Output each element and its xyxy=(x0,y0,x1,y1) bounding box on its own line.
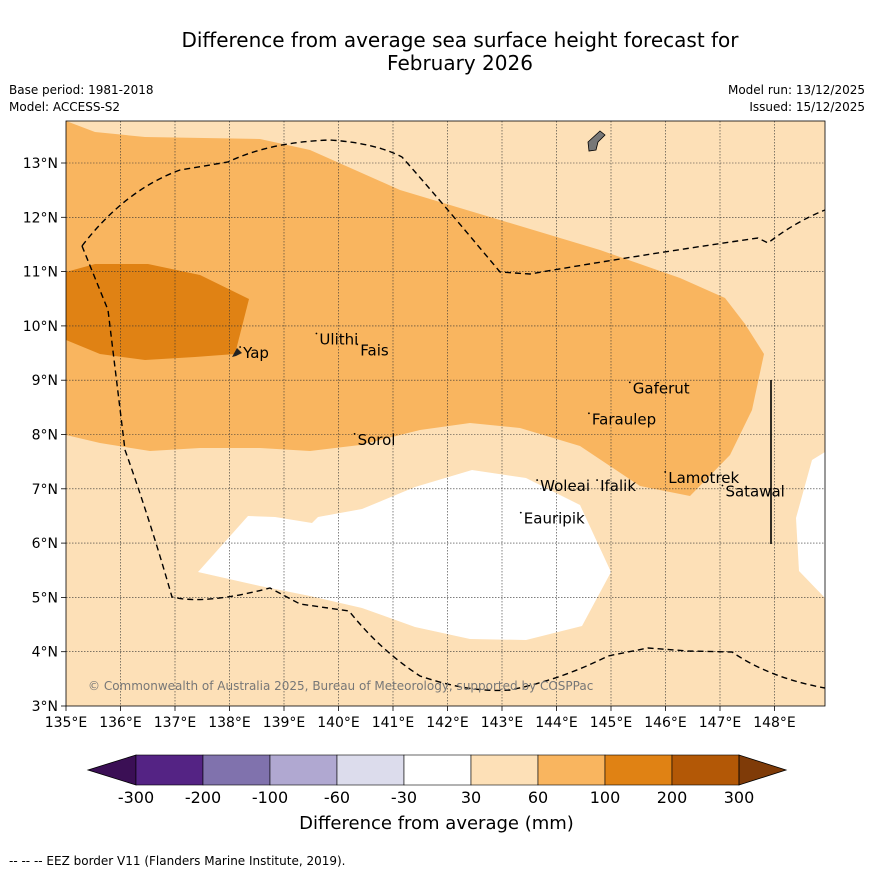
lon-tick-label: 141°E xyxy=(372,715,415,731)
colorbar-segment xyxy=(269,754,338,786)
colorbar-tick: 200 xyxy=(656,788,688,807)
colorbar-tick: -60 xyxy=(323,788,351,807)
place-label-satawal: Satawal xyxy=(725,483,784,501)
lon-tick-label: 137°E xyxy=(154,715,197,731)
colorbar xyxy=(86,754,788,786)
yap-island xyxy=(232,348,242,357)
lat-tick-label: 13°N xyxy=(23,156,58,172)
colorbar-tick: -300 xyxy=(117,788,155,807)
lon-tick-label: 140°E xyxy=(317,715,360,731)
lat-tick-label: 4°N xyxy=(32,645,58,661)
colorbar-segment xyxy=(537,754,606,786)
place-label-woleai: Woleai xyxy=(540,477,590,495)
colorbar-segment xyxy=(336,754,405,786)
lat-tick-label: 8°N xyxy=(32,428,58,444)
graticule xyxy=(66,121,825,706)
model-name: Model: ACCESS-S2 xyxy=(9,100,121,114)
place-marker xyxy=(353,433,356,435)
colorbar-segment xyxy=(470,754,539,786)
lat-tick-label: 3°N xyxy=(32,699,58,715)
lon-tick-label: 136°E xyxy=(99,715,142,731)
sea-level-band-60-100 xyxy=(66,121,764,496)
lon-tick-label: 138°E xyxy=(208,715,251,731)
lat-tick-label: 11°N xyxy=(23,265,58,281)
lon-tick-label: 145°E xyxy=(590,715,633,731)
lon-tick-label: 143°E xyxy=(481,715,524,731)
sea-level-band-neutral-east xyxy=(796,452,825,598)
colorbar-label: Difference from average (mm) xyxy=(299,813,574,834)
lon-tick-label: 147°E xyxy=(699,715,742,731)
colorbar-segment xyxy=(403,754,472,786)
place-marker xyxy=(664,471,667,473)
eez-border-south xyxy=(81,245,825,692)
guam-island xyxy=(587,130,606,152)
place-marker xyxy=(536,479,539,481)
lat-tick-label: 10°N xyxy=(23,319,58,335)
footer-note: -- -- -- EEZ border V11 (Flanders Marine… xyxy=(9,854,346,868)
model-run: Model run: 13/12/2025 xyxy=(727,83,865,97)
place-marker xyxy=(596,479,598,481)
base-period: Base period: 1981-2018 xyxy=(9,83,154,97)
axis-ticks: 135°E 136°E 137°E 138°E 139°E 140°E 141°E 142°E… xyxy=(23,156,796,731)
lon-tick-label: 146°E xyxy=(644,715,687,731)
map-frame xyxy=(65,120,826,707)
chart-title-line2: February 2026 xyxy=(387,51,533,75)
lon-tick-label: 142°E xyxy=(426,715,469,731)
colorbar-tick: 60 xyxy=(527,788,549,807)
place-marker xyxy=(721,484,724,487)
place-marker xyxy=(356,343,359,346)
colorbar-tick: 100 xyxy=(589,788,621,807)
colorbar-tick: 30 xyxy=(460,788,482,807)
place-label-sorol: Sorol xyxy=(358,431,396,449)
place-marker xyxy=(519,511,522,514)
lat-tick-label: 6°N xyxy=(32,536,58,552)
colorbar-tick: -100 xyxy=(251,788,289,807)
colorbar-segment xyxy=(671,754,740,786)
colorbar-tick: -200 xyxy=(184,788,222,807)
place-marker xyxy=(239,346,242,348)
lat-tick-label: 12°N xyxy=(23,210,58,226)
place-label-fais: Fais xyxy=(360,341,389,359)
place-marker xyxy=(315,332,318,335)
lat-tick-label: 5°N xyxy=(32,590,58,606)
chart-title-line1: Difference from average sea surface heig… xyxy=(181,28,739,52)
place-label-gaferut: Gaferut xyxy=(633,379,690,397)
lon-tick-label: 135°E xyxy=(45,715,88,731)
colorbar-segment xyxy=(202,754,271,786)
colorbar-segment xyxy=(604,754,673,786)
colorbar-tick: 300 xyxy=(723,788,755,807)
copyright-notice: © Commonwealth of Australia 2025, Bureau… xyxy=(88,679,593,693)
issued-date: Issued: 15/12/2025 xyxy=(749,100,865,114)
colorbar-extend-high xyxy=(738,754,788,786)
eez-border-west xyxy=(81,139,825,275)
place-label-lamotrek: Lamotrek xyxy=(668,469,739,487)
lon-tick-label: 148°E xyxy=(753,715,796,731)
colorbar-tick: -30 xyxy=(390,788,418,807)
place-label-faraulep: Faraulep xyxy=(592,410,656,428)
place-label-eauripik: Eauripik xyxy=(524,510,585,528)
lat-tick-label: 7°N xyxy=(32,482,58,498)
lon-tick-label: 144°E xyxy=(535,715,578,731)
place-label-yap: Yap xyxy=(242,344,269,362)
colorbar-segment xyxy=(135,754,204,786)
place-marker xyxy=(628,381,631,384)
lon-tick-label: 139°E xyxy=(263,715,306,731)
place-label-ifalik: Ifalik xyxy=(600,477,636,495)
place-label-ulithi: Ulithi xyxy=(319,330,358,348)
colorbar-extend-low xyxy=(86,754,137,786)
place-marker xyxy=(588,412,590,415)
lat-tick-label: 9°N xyxy=(32,373,58,389)
